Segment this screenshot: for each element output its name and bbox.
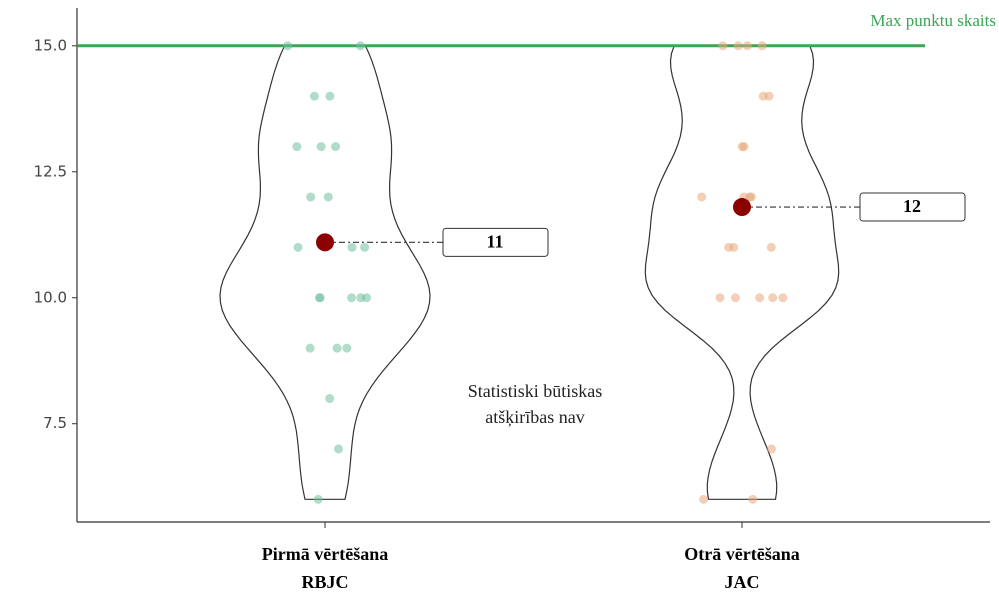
- point: [332, 343, 342, 353]
- point: [724, 242, 734, 252]
- violin: [219, 45, 431, 500]
- point: [748, 494, 758, 504]
- x-tick-label: Pirmā vērtēšana: [262, 544, 388, 564]
- point: [755, 293, 765, 303]
- violin: [644, 45, 840, 500]
- point: [742, 41, 752, 51]
- point: [715, 293, 725, 303]
- point: [718, 41, 728, 51]
- point: [314, 293, 324, 303]
- point: [325, 394, 335, 404]
- mean-label: 12: [903, 196, 921, 216]
- point: [758, 91, 768, 101]
- mean-point: [316, 233, 334, 252]
- point: [778, 293, 788, 303]
- annotation: Statistiski būtiskas: [468, 381, 603, 401]
- point: [347, 242, 357, 252]
- point: [323, 192, 333, 202]
- point: [347, 293, 357, 303]
- mean-label-box: [859, 192, 966, 222]
- point: [699, 494, 709, 504]
- point: [305, 343, 315, 353]
- point: [342, 343, 352, 353]
- point: [309, 91, 319, 101]
- point: [325, 91, 335, 101]
- mean-label: 11: [486, 231, 503, 251]
- x-tick-label: Otrā vērtēšana: [684, 544, 799, 564]
- y-tick-label: 12.5: [34, 162, 67, 180]
- point: [283, 41, 293, 51]
- point: [313, 494, 323, 504]
- point: [757, 41, 767, 51]
- point: [292, 142, 302, 152]
- point: [730, 293, 740, 303]
- point: [746, 192, 756, 202]
- point: [306, 192, 316, 202]
- point: [360, 242, 370, 252]
- point: [697, 192, 707, 202]
- point: [331, 142, 341, 152]
- point: [767, 444, 777, 454]
- point: [733, 41, 743, 51]
- x-tick-label: JAC: [725, 572, 760, 592]
- y-tick-label: 15.0: [34, 36, 67, 54]
- annotation: atšķirības nav: [485, 407, 584, 427]
- point: [739, 142, 749, 152]
- mean-label-box: [442, 227, 549, 257]
- point: [334, 444, 344, 454]
- y-tick-label: 7.5: [43, 414, 67, 432]
- point: [766, 242, 776, 252]
- mean-point: [733, 198, 751, 217]
- x-tick-label: RBJC: [301, 572, 348, 592]
- point: [293, 242, 303, 252]
- point: [768, 293, 778, 303]
- max-label: Max punktu skaits: [870, 11, 996, 30]
- y-tick-label: 10.0: [34, 288, 67, 306]
- point: [356, 293, 366, 303]
- point: [316, 142, 326, 152]
- point: [355, 41, 365, 51]
